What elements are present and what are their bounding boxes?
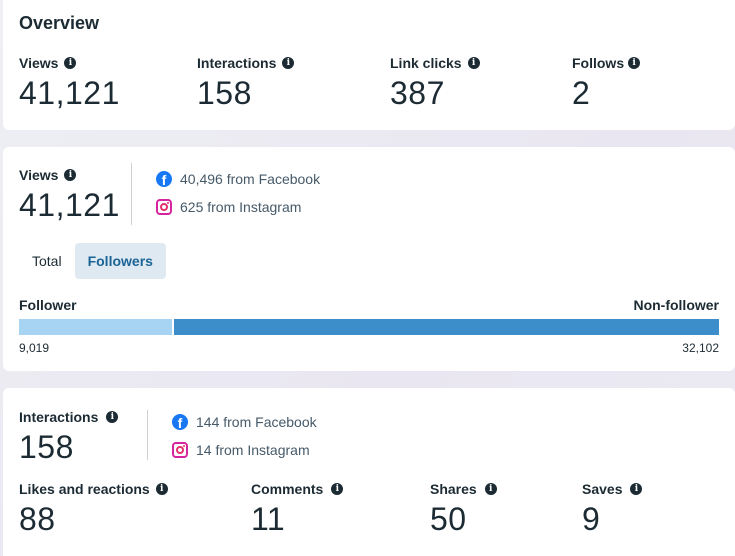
metric-label: Saves [582, 481, 623, 497]
metric-value: 387 [390, 75, 445, 111]
info-icon[interactable]: i [628, 57, 641, 69]
instagram-icon [156, 199, 172, 215]
info-icon[interactable]: i [64, 57, 77, 69]
overview-title: Overview [19, 13, 100, 33]
metric-interactions: Interactions i 158 [197, 54, 295, 111]
metric-value: 158 [197, 75, 252, 111]
follower-label: Follower [19, 297, 77, 313]
facebook-icon: f [156, 171, 172, 187]
metric-follows: Follows i 2 [572, 54, 641, 111]
metric-value: 88 [19, 501, 56, 537]
breakdown-counts: 9,019 32,102 [19, 341, 719, 355]
info-icon[interactable]: i [106, 411, 119, 423]
non-follower-bar-segment [174, 319, 719, 335]
instagram-icon [172, 442, 188, 458]
metric-label: Interactions [19, 409, 99, 425]
info-icon[interactable]: i [467, 57, 480, 69]
follower-bar-segment [19, 319, 172, 335]
source-facebook: f 40,496 from Facebook [156, 171, 320, 187]
facebook-icon: f [172, 414, 188, 430]
metric-value: 9 [582, 501, 601, 537]
vertical-divider [131, 163, 132, 225]
non-follower-label: Non-follower [633, 297, 719, 313]
follower-breakdown-bar [19, 319, 719, 335]
metric-shares: Shares i 50 [430, 480, 497, 537]
metric-value: 2 [572, 75, 591, 111]
metric-label: Views [19, 55, 59, 71]
info-icon[interactable]: i [64, 169, 77, 181]
info-icon[interactable]: i [331, 483, 344, 495]
metric-link-clicks: Link clicks i 387 [390, 54, 480, 111]
metric-likes-and-reactions: Likes and reactions i 88 [19, 480, 168, 537]
source-instagram: 14 from Instagram [172, 442, 310, 458]
source-text: 14 from Instagram [196, 442, 310, 458]
source-facebook: f 144 from Facebook [172, 414, 317, 430]
interactions-total: Interactions i 158 [19, 408, 119, 465]
views-total: Views i 41,121 [19, 166, 120, 223]
metric-views: Views i 41,121 [19, 54, 120, 111]
metric-label: Follows [572, 55, 625, 71]
breakdown-labels: Follower Non-follower [19, 297, 719, 313]
info-icon[interactable]: i [155, 483, 168, 495]
non-follower-count: 32,102 [682, 341, 719, 355]
metric-value: 41,121 [19, 75, 120, 111]
info-icon[interactable]: i [282, 57, 295, 69]
source-text: 40,496 from Facebook [180, 171, 321, 187]
interactions-card: Interactions i 158 f 144 from Facebook 1… [3, 388, 735, 556]
metric-value: 158 [19, 429, 74, 465]
metric-value: 41,121 [19, 187, 120, 223]
metric-label: Views [19, 167, 59, 183]
metric-value: 11 [251, 501, 286, 537]
metric-value: 50 [430, 501, 467, 537]
source-text: 144 from Facebook [196, 414, 317, 430]
tab-total[interactable]: Total [32, 253, 62, 269]
tab-followers[interactable]: Followers [74, 243, 166, 279]
metric-label: Interactions [197, 55, 277, 71]
metric-comments: Comments i 11 [251, 480, 344, 537]
source-text: 625 from Instagram [180, 199, 302, 215]
vertical-divider [147, 410, 148, 460]
follower-count: 9,019 [19, 341, 50, 355]
audience-tabs: Total Followers [19, 243, 166, 279]
metric-label: Shares [430, 481, 477, 497]
overview-card: Overview Views i 41,121 Interactions i 1… [3, 0, 735, 130]
source-instagram: 625 from Instagram [156, 199, 301, 215]
metric-label: Likes and reactions [19, 481, 150, 497]
info-icon[interactable]: i [484, 483, 497, 495]
info-icon[interactable]: i [630, 483, 643, 495]
metric-label: Link clicks [390, 55, 462, 71]
views-card: Views i 41,121 f 40,496 from Facebook 62… [3, 147, 735, 371]
metric-saves: Saves i 9 [582, 480, 643, 537]
metric-label: Comments [251, 481, 324, 497]
